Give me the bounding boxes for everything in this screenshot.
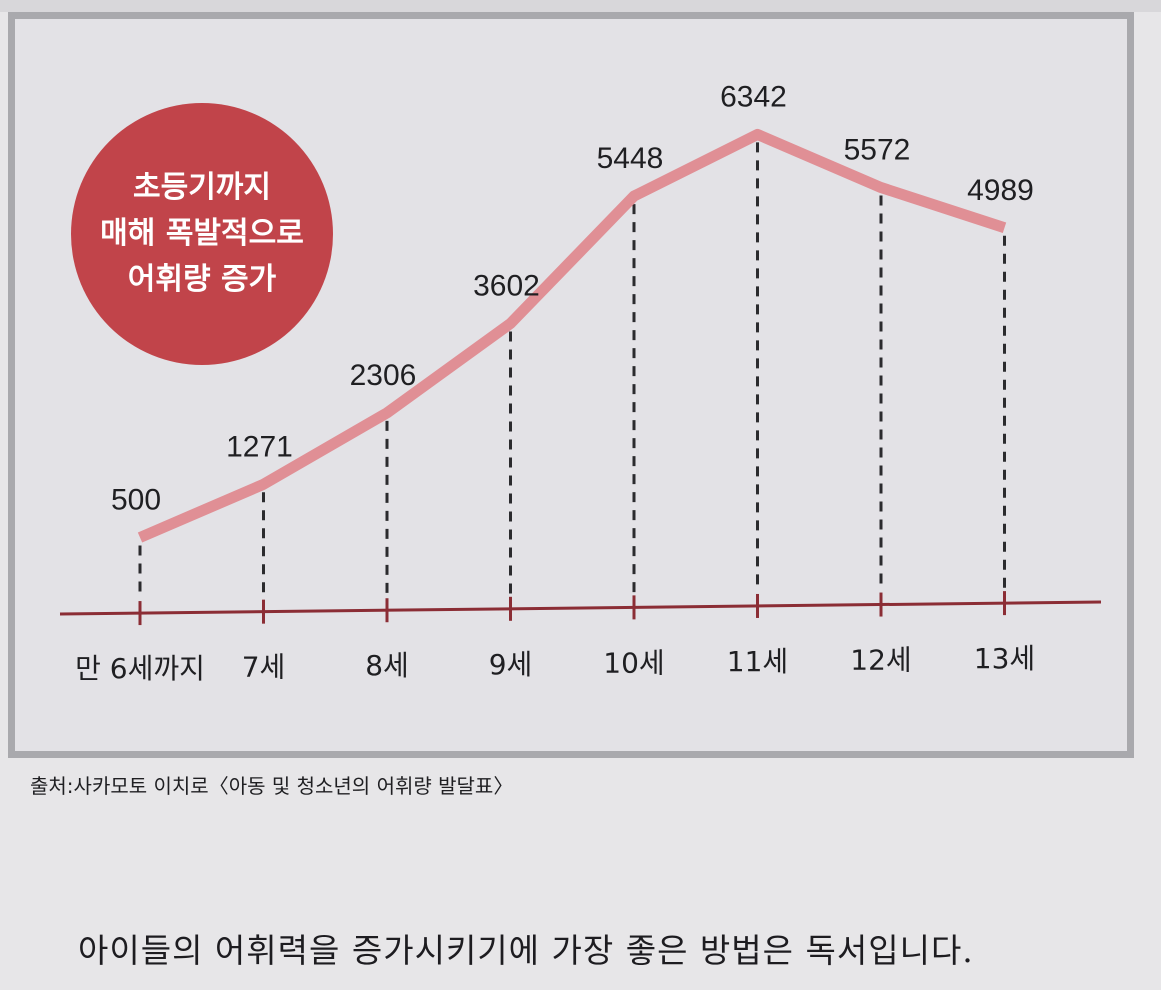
data-label-4: 5448 [597, 142, 664, 175]
x-tick-label-0: 만 6세까지 [75, 652, 205, 685]
data-label-5: 6342 [720, 80, 787, 113]
x-axis-line [59, 600, 1102, 616]
data-label-7: 4989 [967, 174, 1034, 207]
x-tick-label-5: 11세 [727, 645, 788, 678]
data-label-3: 3602 [473, 269, 540, 302]
badge-line-3: 어휘량 증가 [127, 262, 277, 297]
x-tick-label-4: 10세 [603, 646, 664, 679]
source-note: 출처:사카모토 이치로〈아동 및 청소년의 어휘량 발달표〉 [30, 774, 514, 798]
x-tick-label-2: 8세 [365, 649, 409, 682]
x-tick-label-7: 13세 [974, 642, 1035, 675]
x-tick-label-6: 12세 [850, 644, 911, 677]
data-line [137, 128, 1007, 543]
chart-frame: 500 1271 2306 3602 5448 6342 5572 4989 만 6세까지 7세 8… [8, 12, 1134, 758]
badge-line-1: 초등기까지 [133, 170, 271, 205]
highlight-badge: 초등기까지 매해 폭발적으로 어휘량 증가 [71, 103, 333, 365]
data-label-1: 1271 [226, 430, 293, 463]
body-sentence: 아이들의 어휘력을 증가시키기에 가장 좋은 방법은 독서입니다. [78, 931, 974, 970]
data-label-0: 500 [111, 484, 161, 517]
page-top-strip [0, 0, 1161, 12]
badge-line-2: 매해 폭발적으로 [100, 216, 304, 251]
line-chart: 500 1271 2306 3602 5448 6342 5572 4989 만 6세까지 7세 8… [59, 80, 1102, 685]
data-label-6: 5572 [844, 134, 911, 167]
data-label-2: 2306 [350, 359, 417, 392]
x-tick-label-3: 9세 [489, 648, 533, 681]
x-tick-label-1: 7세 [242, 651, 286, 684]
